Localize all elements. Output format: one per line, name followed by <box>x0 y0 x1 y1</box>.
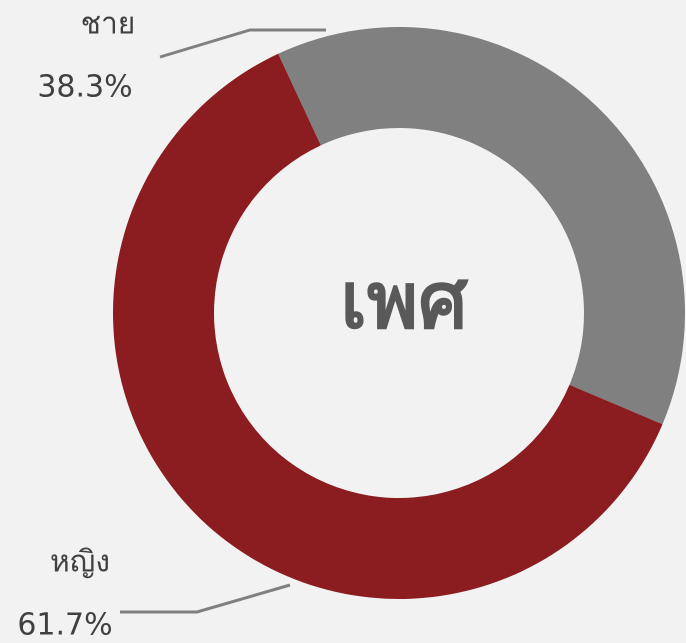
donut-slice <box>278 26 685 425</box>
value-label: 38.3% <box>37 70 132 105</box>
slices <box>112 26 685 600</box>
center-title: เพศ <box>340 256 469 346</box>
category-label: ชาย <box>81 7 136 42</box>
leader-line <box>159 28 326 59</box>
category-label: หญิง <box>50 545 110 580</box>
donut-slice <box>112 53 663 600</box>
value-label: 61.7% <box>17 608 112 643</box>
leader-line <box>120 583 291 614</box>
